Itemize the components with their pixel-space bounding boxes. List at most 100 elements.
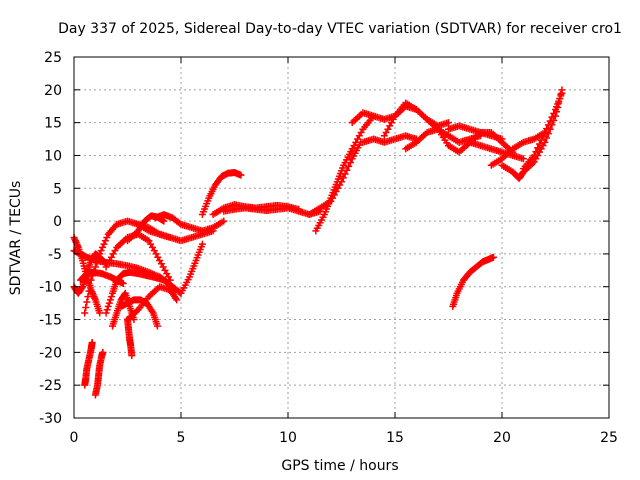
series-arc-33 [519,89,566,173]
series-arc-23 [312,112,378,235]
data-point [543,134,551,142]
data-point [535,140,543,148]
series-arc-21 [220,204,324,219]
series-arc-07 [126,268,185,297]
data-point [84,293,92,301]
plot-frame [73,56,610,419]
y-tick-label: -10 [39,280,62,296]
data-point [543,125,551,133]
data-point [81,309,89,317]
series-arc-30 [466,138,527,163]
data-point [558,89,566,97]
x-tick-label: 15 [386,430,404,446]
data-point [86,282,94,290]
y-tick-label: -25 [39,378,62,394]
data-point [546,117,554,125]
data-point [153,322,161,330]
data-point [539,132,547,140]
data-point [102,309,110,317]
data-point [530,151,538,159]
data-point [541,138,549,146]
y-tick-label: 25 [44,50,62,66]
x-tick-label: 25 [600,430,618,446]
y-tick-label: 15 [44,116,62,132]
data-point [96,309,104,317]
data-point [489,253,497,261]
y-axis-label: SDTVAR / TECUs [8,181,24,296]
y-tick-label: -5 [48,247,62,263]
data-point [100,240,108,248]
data-point [88,339,96,347]
data-point [103,306,111,314]
data-point [537,136,545,144]
data-point [85,287,93,295]
y-tick-label: 20 [44,83,62,99]
data-point [550,109,558,117]
tick-layer [73,56,610,419]
data-point [91,263,99,271]
data-point [90,267,98,275]
data-point [101,237,109,245]
x-axis-label: GPS time / hours [281,458,398,474]
x-tick-label: 5 [177,430,186,446]
series-arc-34 [449,253,497,310]
data-point [119,279,127,287]
data-point [82,304,90,312]
series-arc-16 [81,339,96,389]
data-point [87,276,95,284]
data-point [198,240,206,248]
y-tick-label: -30 [39,411,62,427]
data-point [93,259,101,267]
series-arc-12 [151,211,228,235]
grid-layer [74,57,609,418]
series-trace [452,256,494,307]
series-arc-15 [124,283,181,324]
y-tick-label: 0 [53,214,62,230]
data-point [541,128,549,136]
data-point [89,272,97,280]
data-point [445,119,452,127]
series-arc-14 [117,296,161,330]
data-point [97,247,105,255]
series-arc-13 [109,289,138,330]
data-point [177,289,185,297]
data-point [83,298,91,306]
series-arc-18 [124,316,136,360]
x-tick-label: 0 [70,430,79,446]
x-tick-label: 20 [493,430,511,446]
data-point [99,243,107,251]
series-arc-19 [198,169,245,219]
y-tick-label: -15 [39,313,62,329]
data-point [534,144,542,152]
y-tick-labels: -30 -25 -20 -15 -10 -5 0 5 10 15 20 25 [39,50,62,427]
data-point [166,276,174,284]
chart-title: Day 337 of 2025, Sidereal Day-to-day VTE… [58,21,622,37]
data-point [173,296,181,304]
data-point [176,288,184,296]
data-point [544,121,552,129]
data-point [104,302,112,310]
data-point [160,217,168,225]
series-arc-27 [402,125,485,153]
data-point [548,113,556,121]
x-tick-label: 10 [279,430,297,446]
data-point [544,130,552,138]
data-point [96,250,104,258]
y-tick-label: 10 [44,148,62,164]
series-arc-10 [102,230,174,284]
data-point [532,148,540,156]
data-point [220,217,228,225]
data-point [103,234,111,241]
data-point [107,293,115,301]
x-tick-labels: 0 5 10 15 20 25 [70,430,618,446]
y-tick-label: 5 [53,181,62,197]
data-point [519,155,527,163]
y-tick-label: -20 [39,345,62,361]
series-layer [70,86,566,399]
data-point [94,254,102,262]
data-point [105,299,113,307]
data-point [106,296,114,304]
data-point [345,162,353,170]
